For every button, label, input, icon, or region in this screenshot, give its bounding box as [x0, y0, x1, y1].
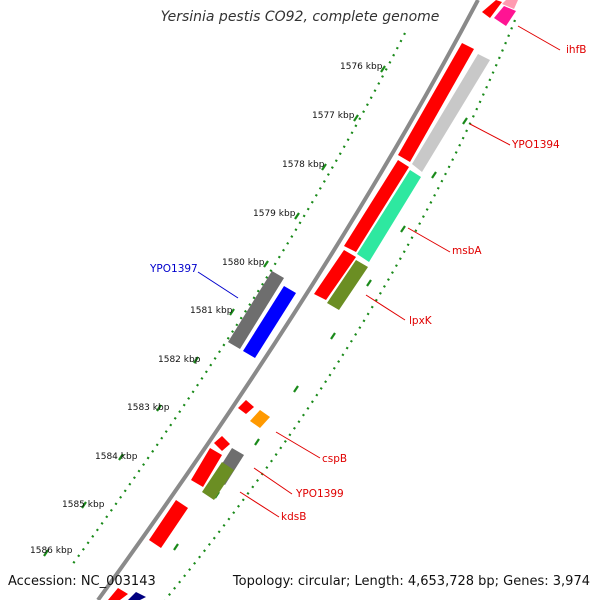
scale-label: 1585 kbp: [62, 500, 105, 510]
scale-label: 1583 kbp: [127, 403, 170, 413]
scale-label: 1579 kbp: [253, 209, 296, 219]
feature-kdsB[interactable]: [202, 462, 234, 500]
feature-ihfB-pink[interactable]: [494, 0, 518, 26]
feature-YPO1397[interactable]: [228, 271, 284, 349]
accession-text: Accession: NC_003143: [8, 574, 156, 589]
feature-YPO1394[interactable]: [412, 54, 490, 172]
feature-blue[interactable]: [243, 286, 296, 358]
gene-label-YPO1394[interactable]: YPO1394: [512, 139, 560, 151]
feature-red-large-2[interactable]: [344, 160, 409, 252]
scale-label: 1577 kbp: [312, 111, 355, 121]
feature-msbA[interactable]: [357, 170, 421, 262]
scale-label: 1584 kbp: [95, 452, 138, 462]
feature-red-medium[interactable]: [191, 448, 222, 487]
feature-red-small-2[interactable]: [214, 436, 230, 451]
feature-cspB-orange[interactable]: [250, 410, 270, 428]
feature-lpxK[interactable]: [327, 260, 368, 310]
topology-text: Topology: circular; Length: 4,653,728 bp…: [232, 574, 590, 589]
scale-label: 1576 kbp: [340, 62, 383, 72]
scale-label: 1578 kbp: [282, 160, 325, 170]
gene-label-ihfB[interactable]: ihfB: [566, 44, 587, 56]
feature-red-bottom[interactable]: [149, 500, 188, 548]
label-leader-lines: [197, 25, 561, 518]
feature-red-large-1[interactable]: [398, 43, 474, 162]
scale-label: 1582 kbp: [158, 355, 201, 365]
feature-ihfB-red[interactable]: [482, 0, 502, 18]
gene-label-kdsB[interactable]: kdsB: [281, 511, 307, 523]
scale-track: [71, 32, 406, 566]
feature-bottom-edge: [108, 588, 146, 600]
gene-label-cspB[interactable]: cspB: [322, 453, 348, 465]
gene-label-msbA[interactable]: msbA: [452, 245, 482, 257]
gene-label-YPO1399[interactable]: YPO1399: [296, 488, 344, 500]
feature-red-small[interactable]: [314, 250, 356, 300]
feature-cspB-red[interactable]: [238, 400, 254, 414]
genome-backbone: [96, 0, 480, 600]
scale-label: 1580 kbp: [222, 258, 265, 268]
gene-label-lpxK[interactable]: lpxK: [409, 315, 432, 327]
scale-label: 1586 kbp: [30, 546, 73, 556]
gene-label-YPO1397[interactable]: YPO1397: [150, 263, 198, 275]
genome-title: Yersinia pestis CO92, complete genome: [160, 9, 440, 25]
scale-ticks: [43, 65, 386, 557]
scale-label: 1581 kbp: [190, 306, 233, 316]
